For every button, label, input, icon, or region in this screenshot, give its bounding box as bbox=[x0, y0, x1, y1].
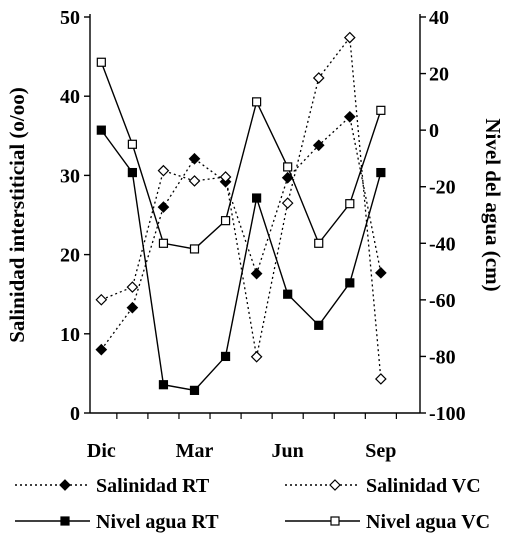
legend-marker bbox=[59, 479, 71, 491]
series-line bbox=[100, 115, 382, 351]
data-point bbox=[345, 199, 355, 209]
data-point bbox=[376, 167, 386, 178]
x-tick-label: Mar bbox=[176, 440, 214, 462]
data-point bbox=[127, 167, 137, 178]
right-tick-label: 20 bbox=[429, 64, 449, 86]
data-point bbox=[95, 343, 108, 356]
data-point bbox=[343, 110, 356, 123]
data-point bbox=[157, 201, 170, 213]
legend-marker bbox=[330, 516, 340, 526]
data-point bbox=[219, 171, 232, 183]
right-tick-label: -80 bbox=[429, 346, 456, 368]
series-salinidad-vc bbox=[95, 31, 387, 385]
data-point bbox=[126, 301, 139, 314]
left-axis-label: Salinidad interstiticial (o/oo) bbox=[5, 87, 29, 343]
data-point bbox=[95, 293, 108, 306]
series-salinidad-rt bbox=[95, 110, 387, 356]
legend-label: Salinidad RT bbox=[96, 475, 210, 497]
data-point bbox=[250, 267, 263, 280]
series-nivel-agua-vc bbox=[96, 57, 386, 254]
series-line bbox=[100, 129, 382, 392]
left-tick-label: 0 bbox=[70, 403, 80, 425]
data-point bbox=[283, 289, 293, 299]
left-tick-label: 20 bbox=[60, 245, 80, 267]
legend-entry: Nivel agua VC bbox=[285, 511, 490, 533]
data-point bbox=[96, 57, 106, 67]
right-tick-label: 40 bbox=[429, 7, 449, 29]
data-point bbox=[188, 175, 201, 187]
legend-marker bbox=[60, 516, 70, 526]
data-point bbox=[252, 193, 262, 203]
series-line bbox=[100, 62, 382, 250]
data-point bbox=[158, 238, 169, 248]
data-point bbox=[157, 164, 170, 177]
axes: 0 10 20 30 40 50 -100 -80 -60 -40 -20 0 20 40 Dic Mar Ju… bbox=[60, 7, 466, 462]
right-tick-label: -20 bbox=[429, 177, 456, 199]
data-point bbox=[281, 197, 294, 209]
data-point bbox=[376, 105, 386, 115]
data-point bbox=[220, 216, 231, 226]
left-tick-label: 40 bbox=[60, 86, 80, 108]
data-point bbox=[345, 278, 355, 288]
x-tick-label: Jun bbox=[272, 440, 304, 462]
data-point bbox=[283, 162, 293, 172]
data-point bbox=[252, 97, 262, 107]
data-point bbox=[343, 31, 356, 44]
legend-label: Nivel agua RT bbox=[96, 511, 219, 533]
data-point bbox=[375, 373, 387, 385]
left-tick-label: 50 bbox=[60, 7, 80, 29]
legend-marker bbox=[329, 479, 341, 491]
legend-entry: Salinidad RT bbox=[15, 475, 210, 497]
data-point bbox=[375, 266, 387, 279]
data-point bbox=[126, 281, 139, 293]
data-point bbox=[158, 380, 169, 390]
data-point bbox=[250, 350, 263, 363]
data-point bbox=[189, 244, 200, 254]
left-tick-label: 30 bbox=[60, 165, 80, 187]
series-line bbox=[101, 35, 382, 380]
data-point bbox=[314, 320, 324, 330]
right-tick-label: -40 bbox=[429, 233, 456, 255]
x-tick-label: Dic bbox=[87, 440, 116, 462]
series-group bbox=[95, 31, 387, 395]
legend-entry: Nivel agua RT bbox=[15, 511, 219, 533]
data-point bbox=[220, 351, 231, 362]
data-point bbox=[189, 385, 200, 395]
legend-label: Salinidad VC bbox=[366, 475, 481, 497]
data-point bbox=[188, 152, 201, 165]
series-nivel-agua-rt bbox=[96, 125, 386, 395]
right-tick-label: -60 bbox=[429, 290, 456, 312]
legend-label: Nivel agua VC bbox=[366, 511, 490, 533]
data-point bbox=[312, 139, 325, 152]
legend: Salinidad RT Salinidad VC Nivel agua RT Niv… bbox=[15, 475, 490, 533]
data-point bbox=[312, 72, 325, 84]
right-tick-label: -100 bbox=[429, 403, 466, 425]
right-tick-label: 0 bbox=[429, 120, 439, 142]
left-tick-label: 10 bbox=[60, 324, 80, 346]
data-point bbox=[96, 125, 106, 135]
data-point bbox=[127, 139, 137, 149]
x-tick-label: Sep bbox=[365, 440, 396, 462]
legend-entry: Salinidad VC bbox=[285, 475, 481, 497]
data-point bbox=[314, 238, 324, 248]
right-axis-label: Nivel del agua (cm) bbox=[481, 118, 505, 291]
